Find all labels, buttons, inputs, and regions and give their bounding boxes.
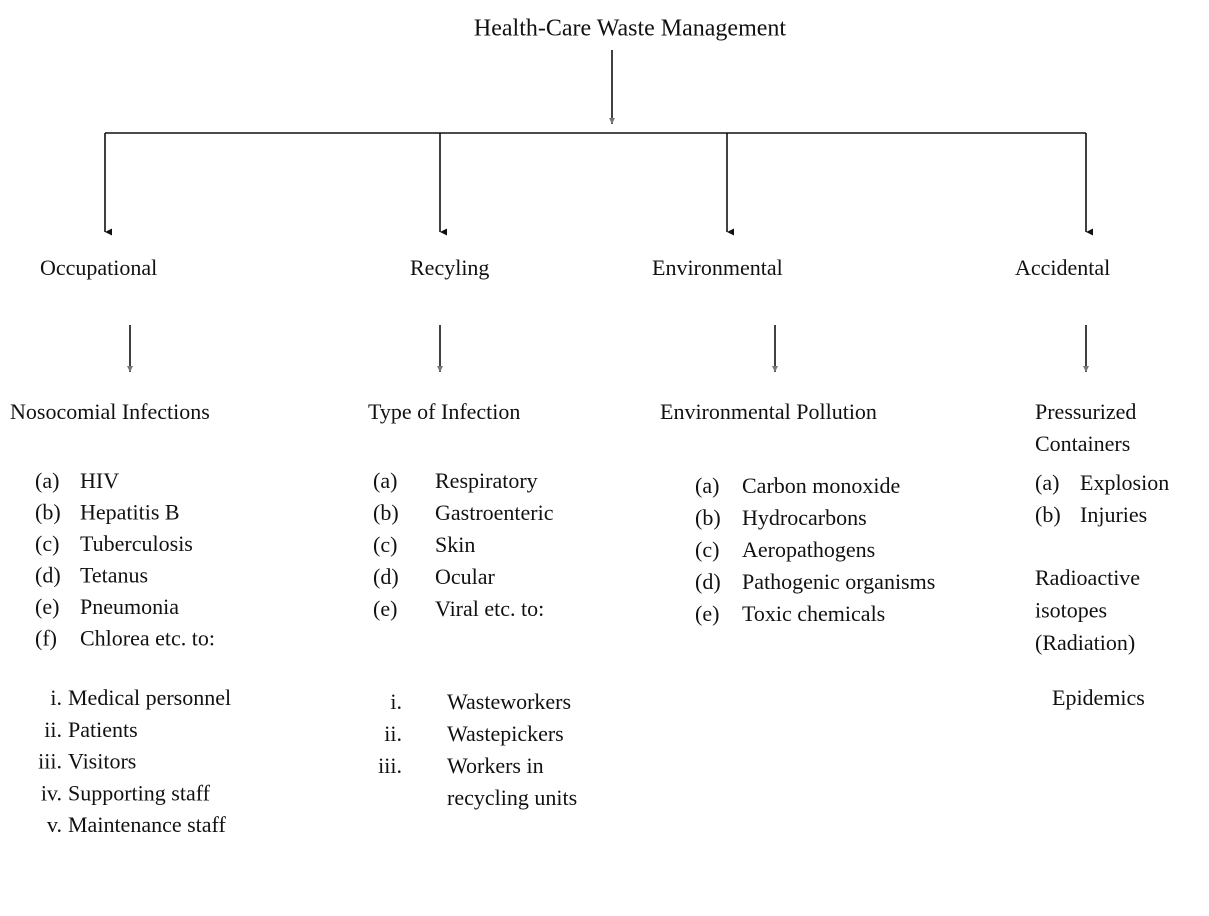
subheading: Environmental Pollution — [660, 399, 877, 424]
target-text: Wastepickers — [447, 721, 564, 746]
target-marker: iv. — [41, 780, 62, 805]
item-marker: (d) — [35, 563, 61, 588]
note: (Radiation) — [1035, 630, 1135, 655]
heading: Recyling — [410, 255, 489, 280]
item-text: Hepatitis B — [80, 500, 180, 525]
target-marker: i. — [390, 689, 402, 714]
item-marker: (e) — [373, 596, 397, 621]
target-text: Wasteworkers — [447, 689, 571, 714]
item-text: Respiratory — [435, 468, 538, 493]
item-marker: (b) — [1035, 502, 1061, 527]
item-text: Tuberculosis — [80, 531, 193, 556]
target-marker: v. — [47, 812, 62, 837]
target-text: Visitors — [68, 749, 136, 774]
item-text: Skin — [435, 532, 475, 557]
title: Health-Care Waste Management — [474, 16, 786, 42]
item-text: Injuries — [1080, 502, 1147, 527]
item-marker: (e) — [35, 594, 59, 619]
target-marker: iii. — [38, 749, 62, 774]
heading: Occupational — [40, 255, 157, 280]
item-marker: (d) — [695, 569, 721, 594]
item-marker: (a) — [1035, 470, 1059, 495]
note: isotopes — [1035, 598, 1107, 623]
item-marker: (f) — [35, 626, 57, 651]
target-text: Supporting staff — [68, 780, 211, 805]
target-marker: ii. — [384, 721, 402, 746]
item-text: Pneumonia — [80, 594, 179, 619]
item-marker: (a) — [373, 468, 397, 493]
item-text: Explosion — [1080, 470, 1169, 495]
item-marker: (c) — [695, 537, 719, 562]
item-marker: (b) — [373, 500, 399, 525]
item-marker: (a) — [35, 468, 59, 493]
item-text: Viral etc. to: — [435, 596, 544, 621]
heading: Accidental — [1015, 255, 1110, 280]
item-marker: (d) — [373, 564, 399, 589]
target-text: recycling units — [447, 785, 577, 810]
target-marker: ii. — [44, 717, 62, 742]
subheading: Type of Infection — [368, 399, 520, 424]
item-text: Chlorea etc. to: — [80, 626, 215, 651]
item-text: Gastroenteric — [435, 500, 554, 525]
item-text: Aeropathogens — [742, 537, 875, 562]
item-text: HIV — [80, 468, 119, 493]
item-text: Ocular — [435, 564, 496, 589]
item-marker: (a) — [695, 473, 719, 498]
item-text: Carbon monoxide — [742, 473, 900, 498]
subheading: Containers — [1035, 431, 1130, 456]
item-marker: (b) — [35, 500, 61, 525]
item-text: Tetanus — [80, 563, 148, 588]
item-marker: (b) — [695, 505, 721, 530]
target-text: Patients — [68, 717, 138, 742]
target-text: Maintenance staff — [68, 812, 226, 837]
item-marker: (c) — [373, 532, 397, 557]
item-marker: (c) — [35, 531, 59, 556]
item-text: Pathogenic organisms — [742, 569, 935, 594]
item-marker: (e) — [695, 601, 719, 626]
note: Epidemics — [1052, 685, 1145, 710]
target-marker: iii. — [378, 753, 402, 778]
subheading: Nosocomial Infections — [10, 399, 210, 424]
subheading: Pressurized — [1035, 399, 1136, 424]
note: Radioactive — [1035, 565, 1140, 590]
target-text: Medical personnel — [68, 685, 231, 710]
item-text: Hydrocarbons — [742, 505, 867, 530]
target-marker: i. — [50, 685, 62, 710]
item-text: Toxic chemicals — [742, 601, 885, 626]
heading: Environmental — [652, 255, 783, 280]
target-text: Workers in — [447, 753, 544, 778]
